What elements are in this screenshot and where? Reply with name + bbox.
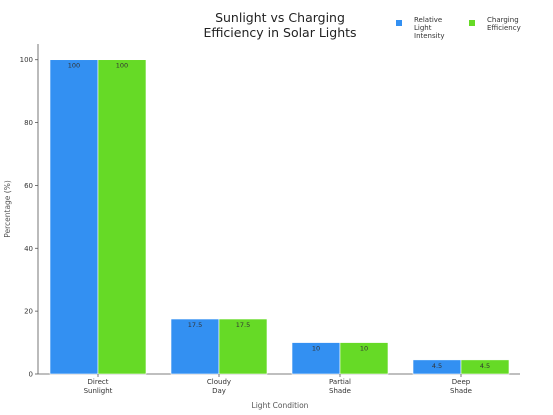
bar-value-label: 10 — [360, 345, 368, 353]
x-tick-label: Deep Shade — [450, 378, 472, 395]
y-tick-label: 0 — [29, 371, 33, 379]
bar-value-label: 10 — [312, 345, 320, 353]
y-tick-label: 60 — [24, 182, 33, 190]
bar — [97, 59, 147, 375]
x-tick-label: Direct Sunlight — [84, 378, 113, 395]
x-tick-label: Cloudy Day — [207, 378, 231, 395]
x-tick-label: Partial Shade — [329, 378, 351, 395]
y-tick-label: 40 — [24, 245, 33, 253]
chart-title-line: Sunlight vs Charging Efficiency in Solar… — [203, 10, 357, 40]
bar-value-label: 17.5 — [236, 321, 250, 329]
bar — [49, 59, 99, 375]
legend-swatch-charging-efficiency — [469, 20, 475, 26]
bar — [218, 318, 268, 375]
y-tick-label: 20 — [24, 308, 33, 316]
y-tick-label: 100 — [20, 56, 33, 64]
bar-value-label: 100 — [68, 62, 80, 70]
legend: Relative Light Intensity Charging Effici… — [396, 16, 546, 40]
bar — [460, 359, 510, 375]
bar — [339, 342, 389, 375]
bar-value-label: 4.5 — [432, 362, 442, 370]
y-axis-label: Percentage (%) — [3, 180, 12, 238]
legend-swatch-light-intensity — [396, 20, 402, 26]
chart-title: Sunlight vs Charging Efficiency in Solar… — [170, 10, 390, 40]
bar-value-label: 17.5 — [188, 321, 202, 329]
bar-value-label: 4.5 — [480, 362, 490, 370]
legend-label-charging-efficiency: Charging Efficiency — [487, 16, 521, 32]
bar — [170, 318, 220, 375]
y-tick-label: 80 — [24, 119, 33, 127]
bar-value-label: 100 — [116, 62, 128, 70]
x-axis-label: Light Condition — [252, 401, 309, 410]
legend-label-light-intensity: Relative Light Intensity — [414, 16, 445, 40]
